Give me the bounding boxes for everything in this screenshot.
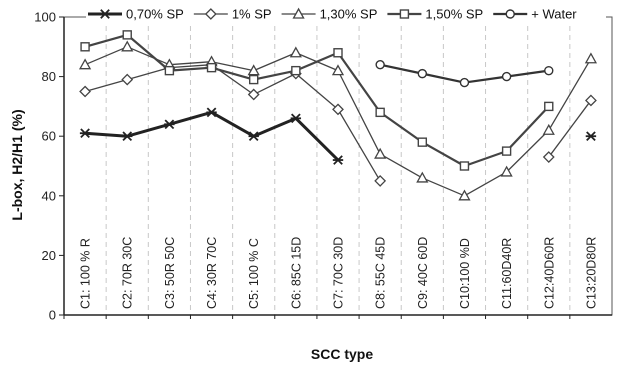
- x-tick-label: C11:60D40R: [500, 238, 514, 309]
- legend-label: 1,30% SP: [320, 7, 378, 22]
- y-tick-labels: 0 20 40 60 80 100: [34, 10, 56, 323]
- marker-square: [248, 74, 259, 85]
- marker-circle: [505, 9, 515, 19]
- marker-triangle: [289, 46, 302, 58]
- x-tick-label: C8: 55C 45D: [374, 237, 388, 309]
- x-tick-label: C2: 70R 30C: [121, 237, 135, 309]
- y-tick-label: 40: [42, 188, 56, 203]
- y-tick-label: 20: [42, 248, 56, 263]
- series-4: [80, 30, 554, 171]
- legend-label: 1,50% SP: [425, 7, 483, 22]
- marker-triangle: [247, 64, 260, 76]
- y-tick-label: 100: [34, 10, 56, 25]
- marker-square: [544, 101, 554, 112]
- marker-square: [459, 161, 470, 171]
- series-line: [548, 100, 592, 158]
- marker-triangle: [78, 58, 92, 70]
- marker-square: [206, 62, 217, 73]
- marker-asterisk: [248, 131, 259, 142]
- x-tick-label: C1: 100 % R: [79, 238, 93, 309]
- series-line: [84, 33, 550, 168]
- x-tick-label: C4: 30R 70C: [205, 237, 219, 309]
- x-tick-labels: C1: 100 % R C2: 70R 30C C3: 50R 50C C4: 30R…: [79, 237, 599, 309]
- marker-diamond: [332, 103, 344, 116]
- marker-triangle: [292, 7, 305, 19]
- x-tick-label: C9: 40C 60D: [416, 237, 430, 309]
- marker-triangle: [542, 123, 555, 135]
- marker-diamond: [247, 88, 260, 101]
- axes: [59, 16, 613, 319]
- marker-diamond: [374, 174, 387, 187]
- marker-triangle: [500, 165, 513, 177]
- series-layer: [78, 30, 598, 201]
- marker-square: [417, 137, 428, 147]
- marker-square: [333, 48, 343, 58]
- x-tick-label: C10:100 %D: [458, 238, 472, 309]
- marker-circle: [459, 77, 470, 88]
- marker-diamond: [542, 151, 555, 163]
- legend-background: [86, 4, 606, 22]
- marker-diamond: [79, 85, 91, 98]
- legend-label: 1% SP: [232, 7, 272, 22]
- marker-asterisk: [206, 107, 217, 118]
- series-5: [375, 59, 554, 88]
- marker-square: [122, 30, 132, 40]
- x-tick-label: C5: 100 % C: [247, 238, 261, 309]
- legend-label: + Water: [531, 7, 577, 22]
- x-tick-label: C12:40D60R: [542, 237, 556, 309]
- marker-asterisk: [332, 155, 344, 165]
- series-line: [84, 64, 381, 182]
- marker-triangle: [584, 52, 598, 64]
- x-tick-label: C13:20D80R: [584, 237, 598, 309]
- marker-triangle: [374, 147, 387, 159]
- marker-triangle: [121, 40, 134, 52]
- marker-square: [501, 146, 512, 156]
- legend-item-2: 1% SP: [193, 7, 272, 22]
- series-1: [79, 107, 597, 165]
- marker-asterisk: [585, 131, 597, 142]
- marker-diamond: [121, 73, 134, 86]
- y-tick-label: 60: [42, 129, 56, 144]
- y-axis-title: L-box, H2/H1 (%): [9, 109, 25, 220]
- marker-diamond: [585, 94, 597, 107]
- legend-item-1: 0,70% SP: [88, 7, 184, 22]
- y-tick-label: 0: [49, 308, 56, 323]
- marker-square: [399, 9, 410, 19]
- marker-circle: [501, 71, 512, 82]
- legend: 0,70% SP 1% SP 1,30% SP 1,50% SP + Water: [86, 4, 606, 22]
- legend-label: 0,70% SP: [126, 7, 184, 22]
- x-tick-label: C6: 85C 15D: [289, 237, 303, 309]
- marker-asterisk: [122, 131, 133, 142]
- x-axis-title: SCC type: [311, 346, 373, 362]
- marker-square: [80, 42, 90, 52]
- marker-asterisk: [290, 113, 302, 124]
- marker-circle: [375, 59, 385, 70]
- marker-asterisk: [164, 119, 175, 130]
- legend-item-4: 1,50% SP: [387, 7, 483, 22]
- marker-square: [375, 107, 385, 118]
- marker-circle: [544, 65, 554, 76]
- marker-asterisk: [99, 9, 111, 19]
- marker-triangle: [331, 64, 345, 76]
- series-3: [78, 40, 598, 201]
- marker-square: [164, 65, 175, 76]
- marker-diamond: [204, 8, 217, 20]
- marker-asterisk: [79, 128, 91, 139]
- x-tick-label: C3: 50R 50C: [163, 237, 177, 309]
- marker-triangle: [416, 171, 429, 183]
- series-2: [79, 58, 597, 187]
- marker-circle: [417, 68, 428, 79]
- x-tick-label: C7: 70C 30D: [332, 237, 346, 309]
- legend-item-5: + Water: [493, 7, 577, 22]
- marker-square: [291, 65, 301, 76]
- legend-item-3: 1,30% SP: [281, 7, 378, 22]
- marker-triangle: [458, 189, 471, 201]
- y-tick-label: 80: [42, 69, 56, 84]
